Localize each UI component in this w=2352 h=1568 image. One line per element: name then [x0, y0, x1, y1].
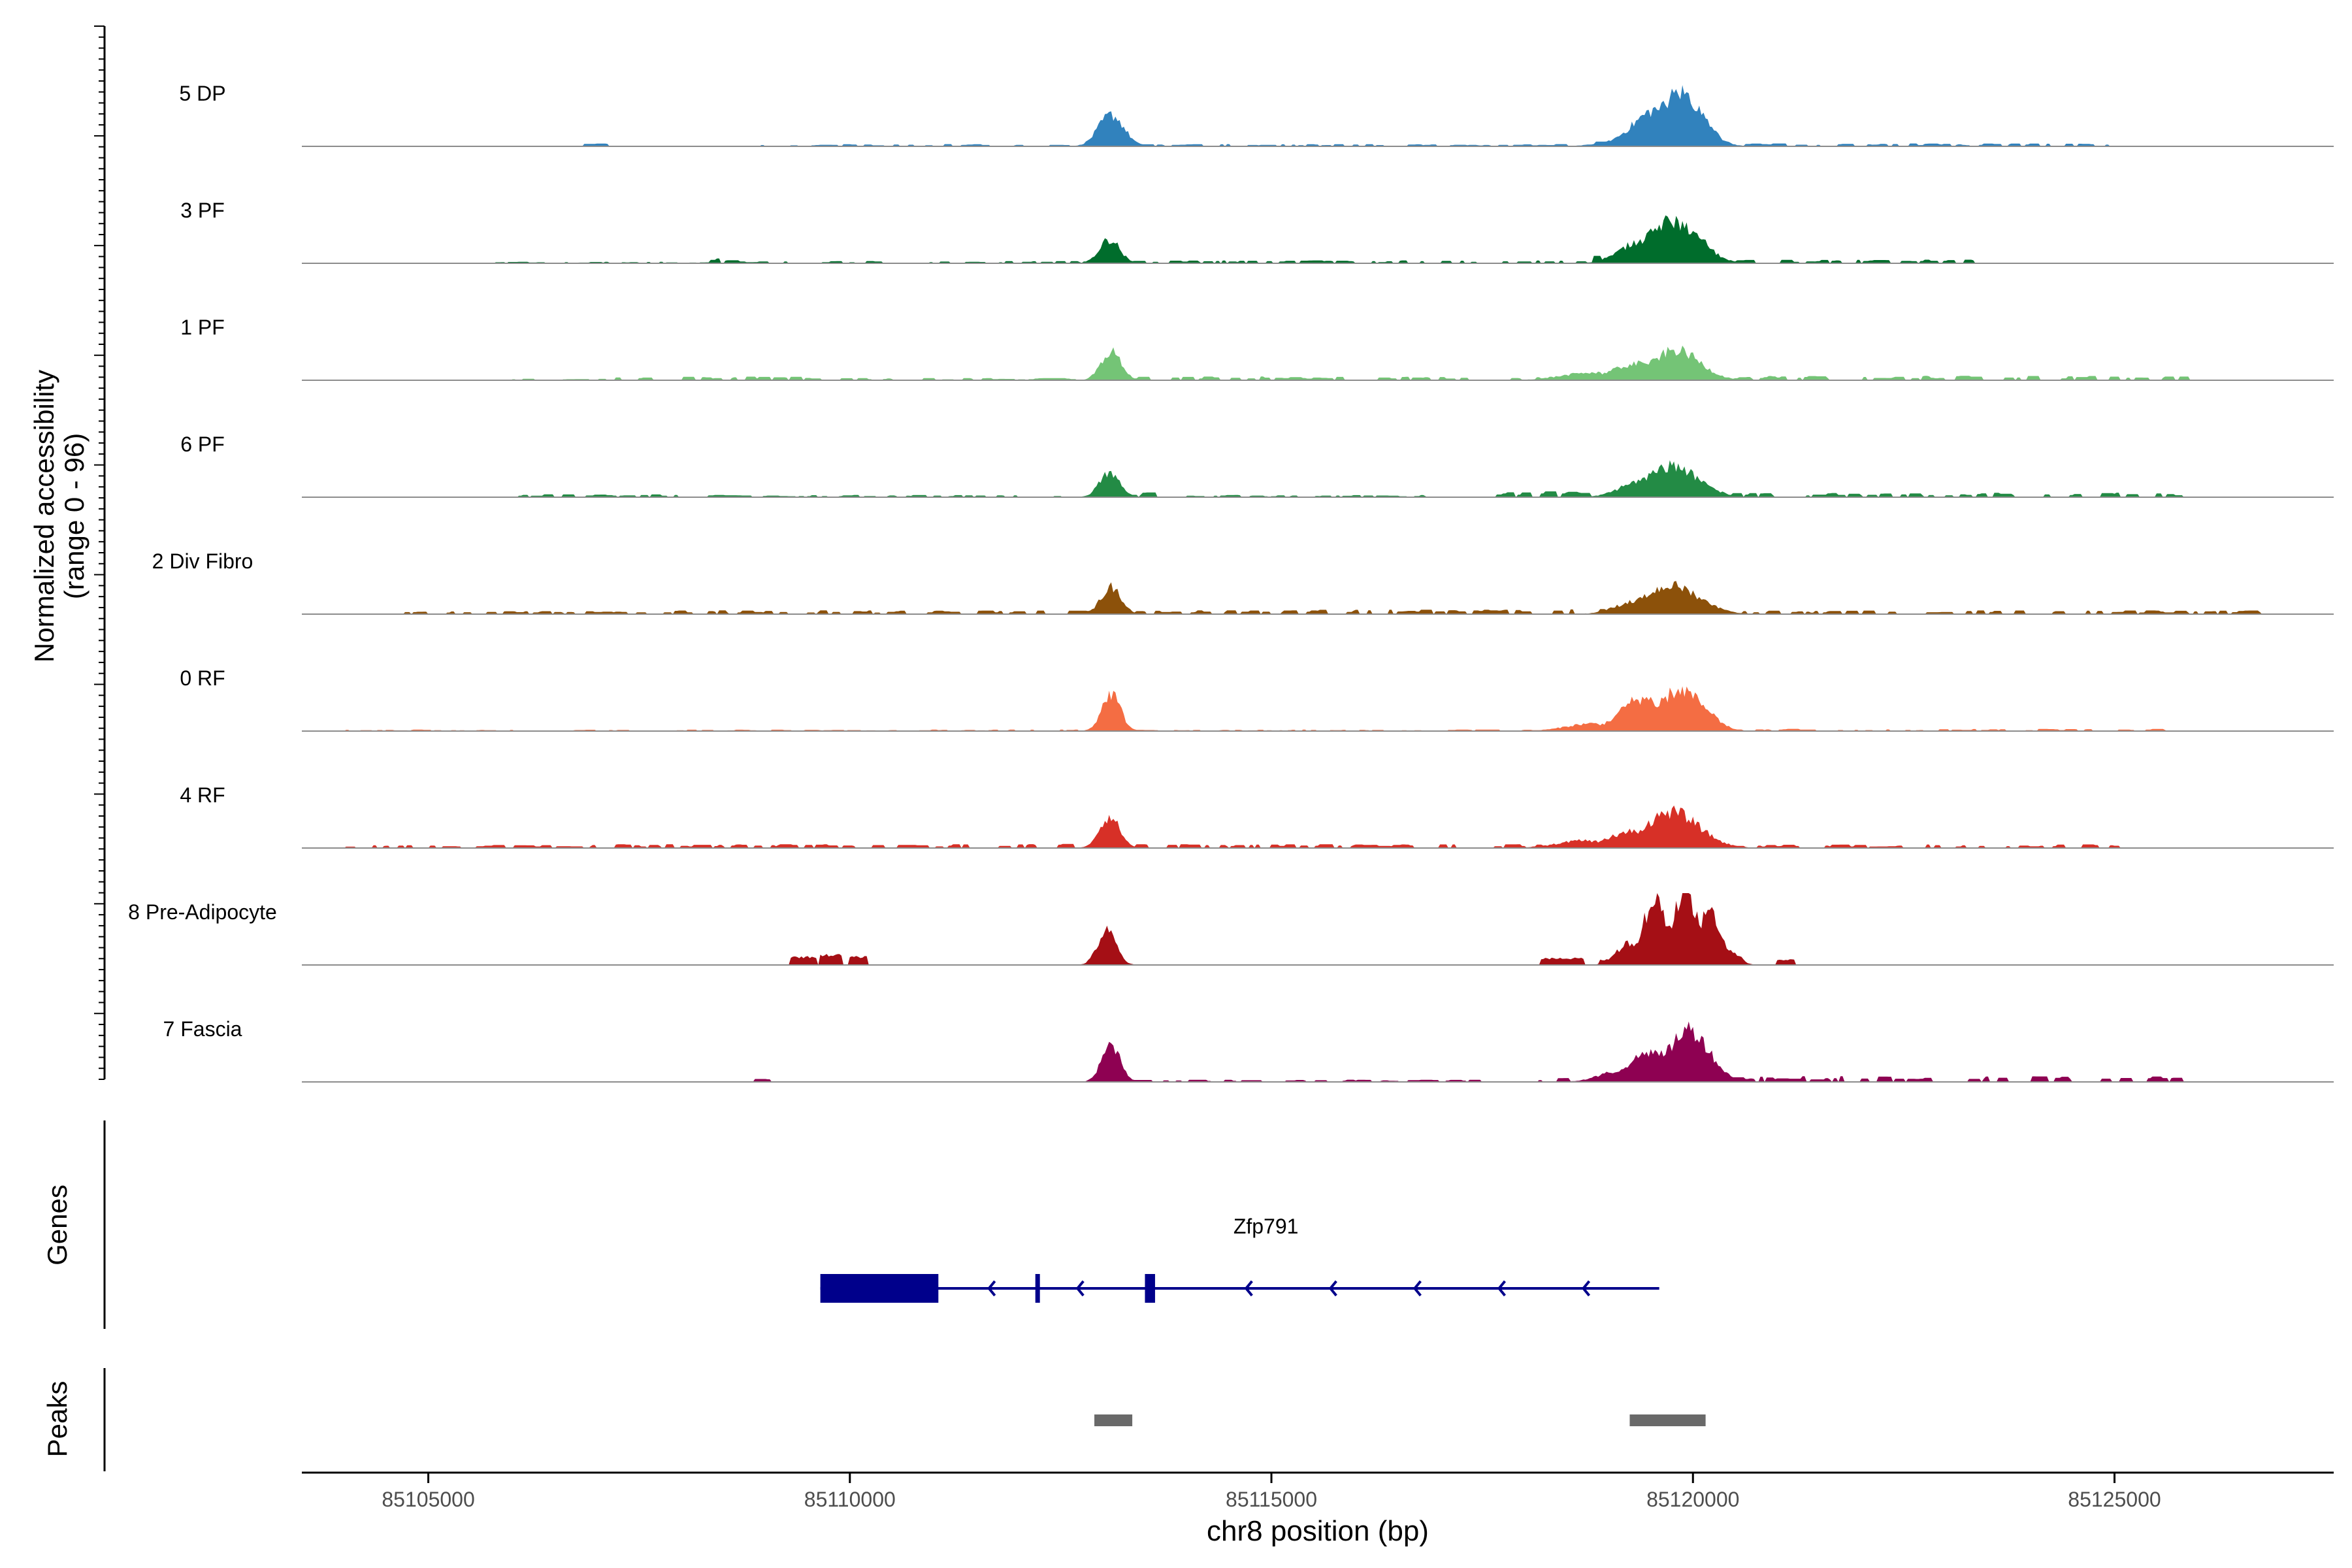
track-5-dp: 5 DP — [179, 82, 2334, 147]
peaks-track: Peaks — [42, 1368, 1706, 1471]
x-tick-label: 85120000 — [1646, 1488, 1739, 1511]
track-6-pf: 6 PF — [180, 433, 2334, 498]
track-label: 1 PF — [180, 316, 225, 339]
track-label: 2 Div Fibro — [152, 549, 253, 573]
peaks-track-label: Peaks — [42, 1381, 73, 1458]
track-label: 4 RF — [180, 783, 225, 807]
peak-region — [1629, 1414, 1706, 1426]
coverage-area — [302, 893, 2334, 965]
coverage-area — [302, 85, 2334, 146]
track-label: 7 Fascia — [163, 1017, 242, 1041]
gene-track: Genes Zfp791 — [42, 1120, 1659, 1329]
track-label: 3 PF — [180, 199, 225, 222]
coverage-area — [302, 805, 2334, 848]
track-label: 6 PF — [180, 433, 225, 456]
accessibility-tracks: 5 DP 3 PF 1 PF 6 PF 2 Div Fibro 0 RF 4 RF 8 Pre… — [94, 25, 2334, 1083]
track-label: 0 RF — [180, 666, 225, 690]
strand-arrow — [1328, 1280, 1337, 1297]
track-3-pf: 3 PF — [180, 199, 2334, 264]
strand-arrow — [1413, 1280, 1422, 1297]
strand-arrow — [987, 1280, 996, 1297]
gene-name-label: Zfp791 — [1233, 1215, 1299, 1238]
coverage-area — [302, 215, 2334, 263]
y-axis — [94, 25, 106, 1080]
track-label: 8 Pre-Adipocyte — [128, 900, 277, 924]
strand-arrow — [1497, 1280, 1506, 1297]
y-axis-range-label: (range 0 - 96) — [59, 433, 90, 599]
track-8-pre-adipocyte: 8 Pre-Adipocyte — [128, 893, 2334, 966]
x-tick-label: 85115000 — [1226, 1488, 1317, 1511]
track-label: 5 DP — [179, 82, 225, 105]
x-axis-label: chr8 position (bp) — [1207, 1515, 1429, 1547]
gene-exon — [820, 1274, 939, 1303]
strand-arrow — [1075, 1280, 1085, 1297]
track-0-rf: 0 RF — [180, 666, 2334, 732]
strand-arrow — [1581, 1280, 1591, 1297]
x-axis: chr8 position (bp) 85105000 85110000 85115… — [302, 1471, 2334, 1547]
track-2-div-fibro: 2 Div Fibro — [152, 549, 2334, 615]
gene-exon — [1145, 1274, 1155, 1303]
coverage-area — [302, 460, 2334, 497]
coverage-area — [302, 581, 2334, 614]
gene-exon — [1035, 1274, 1040, 1303]
coverage-area — [302, 1021, 2334, 1082]
coverage-area — [302, 686, 2334, 731]
track-7-fascia: 7 Fascia — [163, 1017, 2334, 1083]
y-axis-title: Normalized accessibility (range 0 - 96) — [29, 370, 90, 662]
x-tick-label: 85105000 — [382, 1488, 474, 1511]
x-tick-label: 85125000 — [2068, 1488, 2161, 1511]
coverage-area — [302, 346, 2334, 380]
x-tick-label: 85110000 — [804, 1488, 896, 1511]
genes-track-label: Genes — [42, 1184, 73, 1266]
y-axis-label: Normalized accessibility — [29, 370, 59, 662]
strand-arrow — [1244, 1280, 1253, 1297]
peak-region — [1094, 1414, 1133, 1426]
track-4-rf: 4 RF — [180, 783, 2334, 849]
track-1-pf: 1 PF — [180, 316, 2334, 381]
